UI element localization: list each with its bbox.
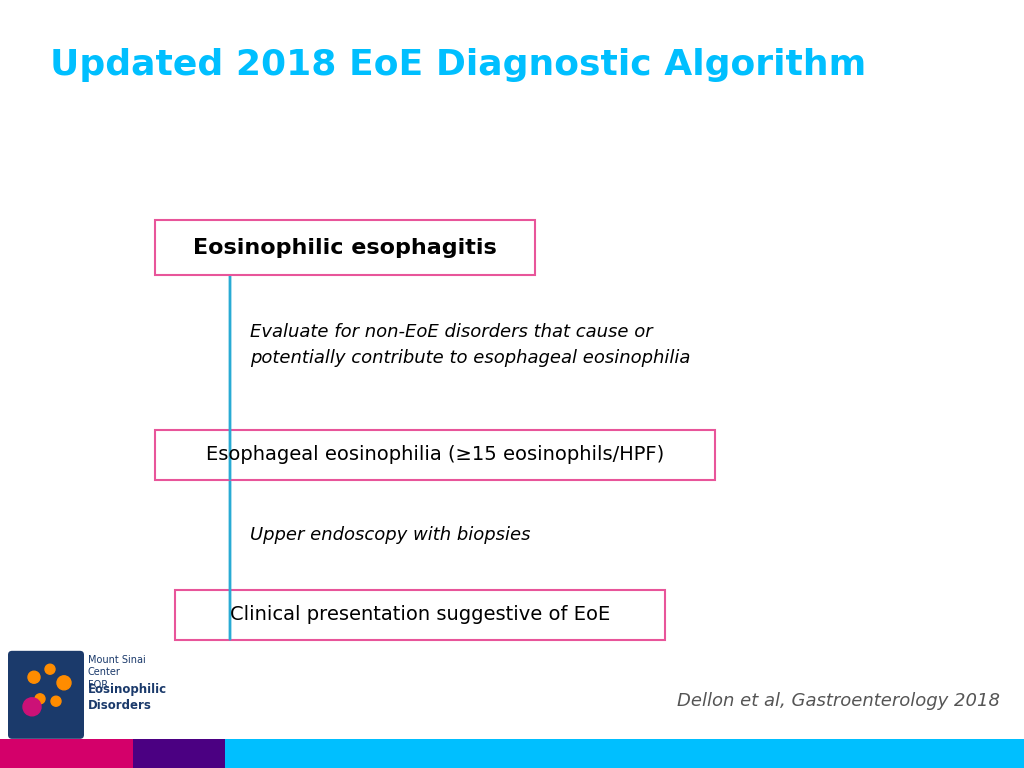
Text: Clinical presentation suggestive of EoE: Clinical presentation suggestive of EoE (229, 605, 610, 624)
Bar (0, 739, 133, 768)
Text: Eosinophilic esophagitis: Eosinophilic esophagitis (194, 237, 497, 257)
Circle shape (23, 698, 41, 716)
Text: Updated 2018 EoE Diagnostic Algorithm: Updated 2018 EoE Diagnostic Algorithm (50, 48, 866, 82)
Text: Dellon et al, Gastroenterology 2018: Dellon et al, Gastroenterology 2018 (677, 692, 1000, 710)
Circle shape (35, 694, 45, 703)
Bar (155, 430, 715, 480)
Bar (155, 220, 535, 275)
Text: Evaluate for non-EoE disorders that cause or
potentially contribute to esophagea: Evaluate for non-EoE disorders that caus… (250, 323, 690, 367)
Text: Mount Sinai
Center
FOR: Mount Sinai Center FOR (88, 655, 145, 690)
Bar (225, 739, 1024, 768)
Circle shape (28, 671, 40, 684)
Bar (133, 739, 225, 768)
Text: Esophageal eosinophilia (≥15 eosinophils/HPF): Esophageal eosinophilia (≥15 eosinophils… (206, 445, 665, 465)
Bar (175, 590, 665, 640)
Circle shape (45, 664, 55, 674)
Text: Upper endoscopy with biopsies: Upper endoscopy with biopsies (250, 526, 530, 544)
FancyBboxPatch shape (8, 650, 84, 739)
Circle shape (51, 697, 61, 707)
Text: Eosinophilic
Disorders: Eosinophilic Disorders (88, 683, 167, 712)
Circle shape (57, 676, 71, 690)
